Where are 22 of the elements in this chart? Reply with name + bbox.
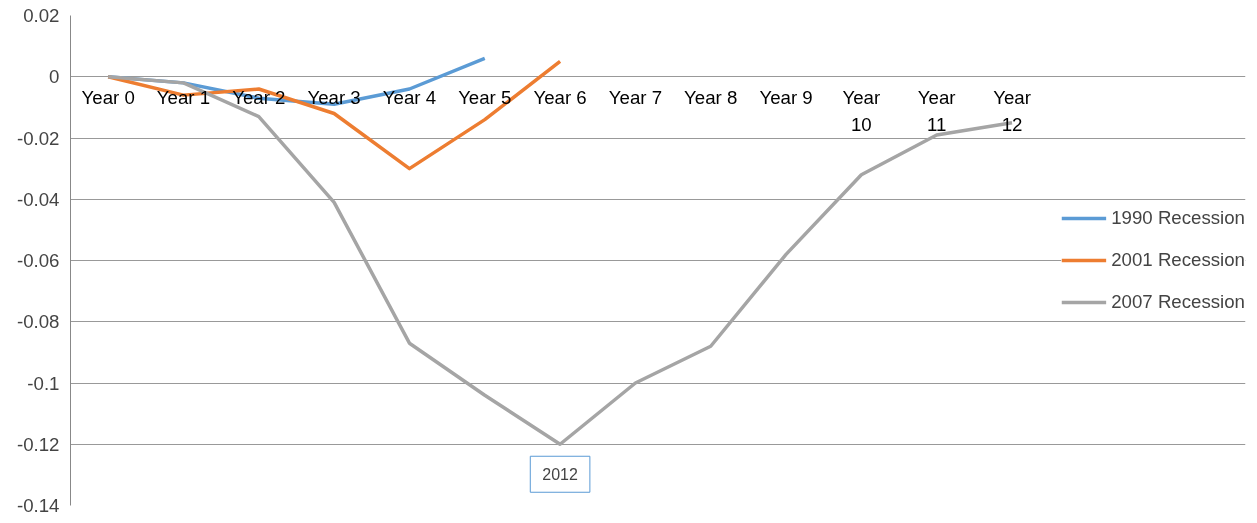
y-tick-label: -0.14 <box>16 495 60 516</box>
y-tick-label: -0.04 <box>16 188 60 210</box>
x-tick-label: Year 7 <box>608 86 663 108</box>
x-tick-label: Year 6 <box>533 86 587 108</box>
y-tick-label: -0.08 <box>16 311 60 333</box>
x-tick-label: Year 8 <box>684 86 738 108</box>
x-tick-label: Year 12 <box>993 86 1031 136</box>
x-tick-label: Year 11 <box>917 86 956 136</box>
y-tick-label: -0.1 <box>27 372 60 394</box>
y-tick-label: 0 <box>49 66 60 88</box>
y-tick-label: -0.12 <box>16 433 60 455</box>
y-tick-label: -0.02 <box>16 127 60 149</box>
x-tick-label: Year 9 <box>759 86 813 108</box>
y-tick-label: 0.02 <box>23 5 60 26</box>
legend-label: 2001 Recession <box>1111 249 1245 271</box>
x-tick-label: Year 10 <box>842 86 881 136</box>
x-tick-label: Year 4 <box>382 86 437 108</box>
y-tick-label: -0.06 <box>16 250 60 271</box>
legend-label: 1990 Recession <box>1111 207 1245 229</box>
legend-label: 2007 Recession <box>1111 291 1245 313</box>
annotation: 2012 <box>542 466 578 484</box>
x-tick-label: Year 0 <box>81 86 135 108</box>
